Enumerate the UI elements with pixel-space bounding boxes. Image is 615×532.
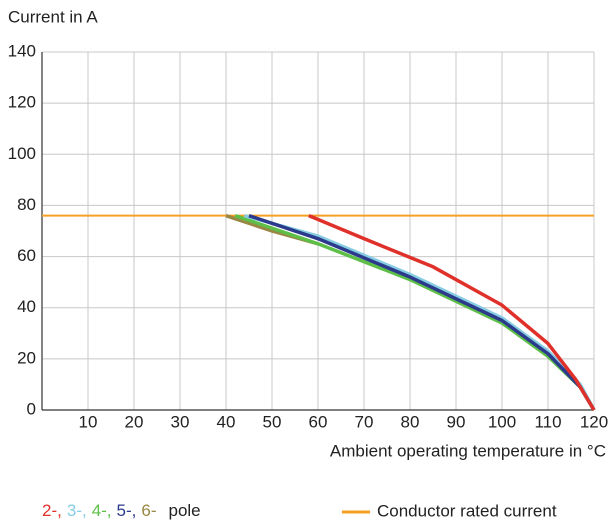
legend-entry: 4-,	[92, 501, 112, 520]
y-tick-label: 20	[17, 348, 36, 367]
legend-entry: 3-,	[67, 501, 87, 520]
x-tick-label: 70	[355, 412, 374, 431]
x-tick-label: 30	[171, 412, 190, 431]
y-tick-label: 80	[17, 195, 36, 214]
legend-entry: Conductor rated current	[377, 501, 557, 520]
x-tick-label: 20	[125, 412, 144, 431]
x-axis-label: Ambient operating temperature in °C	[330, 441, 606, 460]
x-tick-label: 100	[488, 412, 516, 431]
series-line	[243, 213, 596, 411]
legend-entry: 6-	[141, 501, 156, 520]
y-tick-label: 40	[17, 297, 36, 316]
legend-entry: 2-,	[42, 501, 62, 520]
x-tick-label: 120	[580, 412, 608, 431]
x-tick-label: 60	[309, 412, 328, 431]
series-line	[308, 214, 596, 411]
x-tick-label: 110	[534, 412, 561, 431]
y-tick-label: 140	[8, 41, 36, 60]
y-tick-label: 0	[27, 399, 36, 418]
legend-entry: 5-,	[117, 501, 137, 520]
y-tick-label: 100	[8, 144, 36, 163]
legend: 2-, 3-, 4-, 5-, 6- pole	[42, 501, 201, 520]
x-tick-label: 50	[263, 412, 282, 431]
y-tick-label: 60	[17, 246, 36, 265]
series-line	[234, 214, 596, 411]
x-tick-label: 40	[217, 412, 236, 431]
x-tick-label: 90	[447, 412, 466, 431]
y-tick-label: 120	[8, 93, 36, 112]
series-line	[248, 213, 596, 411]
y-axis-label: Current in A	[8, 7, 98, 26]
x-tick-label: 80	[401, 412, 420, 431]
legend-suffix: pole	[169, 501, 201, 520]
x-tick-label: 10	[79, 412, 98, 431]
